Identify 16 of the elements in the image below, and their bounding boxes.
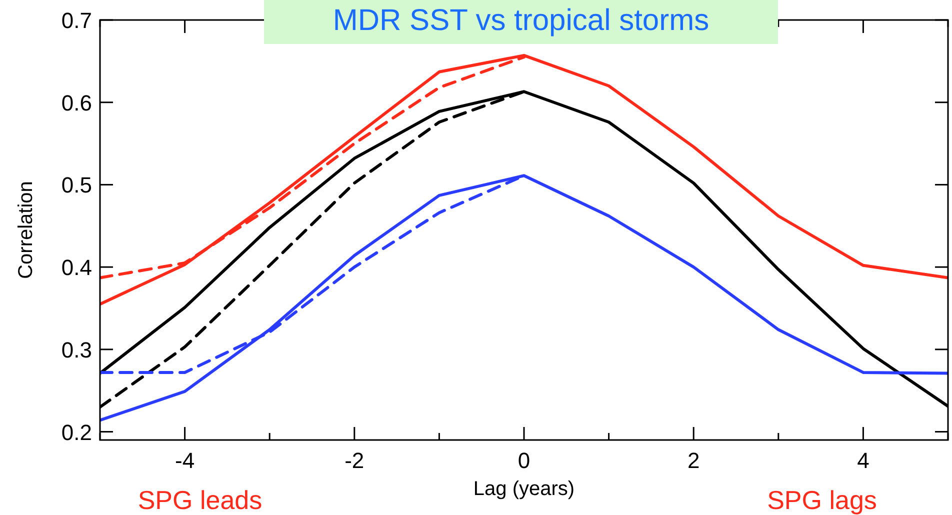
y-tick-label: 0.5 <box>61 172 92 198</box>
x-tick-label: -2 <box>344 448 364 473</box>
y-axis-title: Correlation <box>15 181 37 279</box>
x-tick-label: -4 <box>175 448 195 473</box>
x-tick-label: 0 <box>518 448 530 473</box>
x-tick-label: 4 <box>857 448 870 473</box>
text: SPG lags <box>767 485 877 515</box>
y-tick-label: 0.3 <box>61 337 92 362</box>
y-tick-label: 0.7 <box>61 8 92 33</box>
text: SPG leads <box>138 485 262 515</box>
x-tick-label: 2 <box>687 448 700 473</box>
y-tick-label: 0.2 <box>61 420 92 445</box>
y-tick-label: 0.6 <box>61 90 92 116</box>
x-axis-title: Lag (years) <box>473 478 575 500</box>
y-tick-label: 0.4 <box>61 255 92 280</box>
chart-title: MDR SST vs tropical storms <box>332 4 710 37</box>
